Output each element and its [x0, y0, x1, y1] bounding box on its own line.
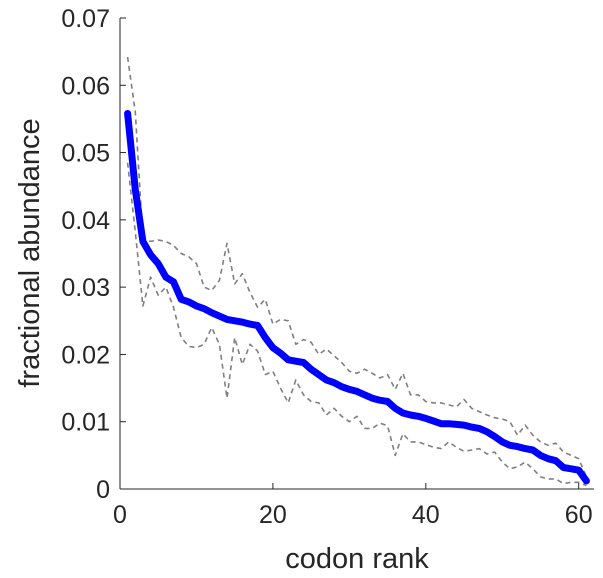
series-line-lower-bound	[126, 162, 587, 487]
y-tick-label: 0.02	[61, 341, 110, 369]
x-tick-label: 0	[113, 501, 127, 529]
y-tick-label: 0	[96, 476, 110, 504]
y-tick-label: 0.03	[61, 274, 110, 302]
y-tick-label: 0.05	[61, 140, 110, 168]
x-tick-label: 20	[259, 501, 287, 529]
y-tick-label: 0.01	[61, 409, 110, 437]
y-axis-label: fractional abundance	[14, 118, 46, 387]
y-tick-label: 0.04	[61, 207, 110, 235]
y-tick-label: 0.07	[61, 5, 110, 33]
x-axis-label: codon rank	[285, 543, 429, 575]
plot-area	[120, 18, 594, 489]
axes-layer	[119, 18, 594, 490]
series-line-upper-bound	[126, 56, 588, 478]
y-tick-label: 0.06	[61, 72, 110, 100]
x-tick-label: 60	[565, 501, 593, 529]
series-line-mean	[124, 110, 590, 485]
x-tick-label: 40	[412, 501, 440, 529]
series-layer	[124, 56, 590, 487]
tick-layer: 0 20 40 60 0 0.01 0.02 0.03 0.04 0.05 0.06 0.07	[61, 5, 592, 529]
